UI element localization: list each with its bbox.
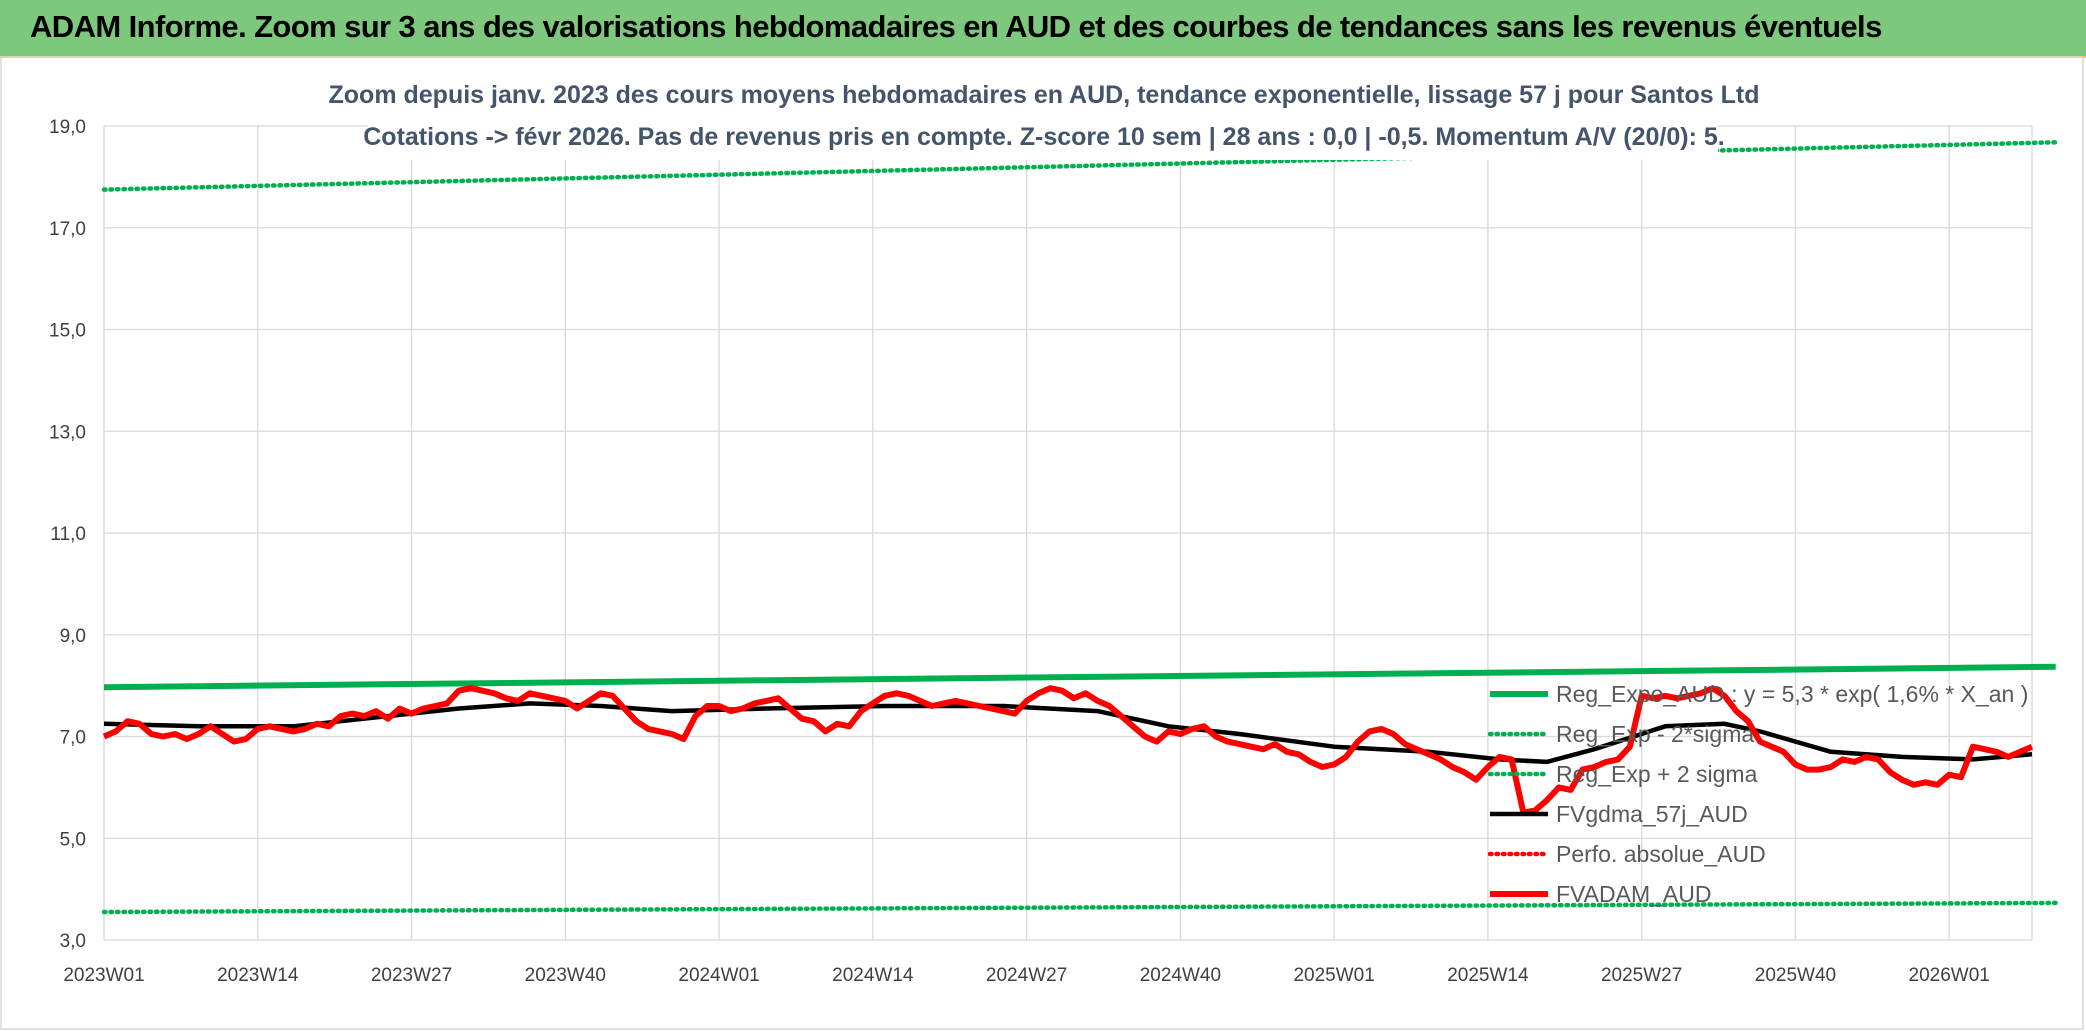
x-tick-label: 2023W27	[371, 965, 452, 986]
x-tick-label: 2026W01	[1909, 965, 1990, 986]
y-tick-label: 19,0	[49, 117, 86, 138]
chart-subtitle: Cotations -> févr 2026. Pas de revenus p…	[363, 123, 1724, 151]
gridlines	[103, 125, 2033, 941]
y-tick-label: 5,0	[60, 829, 86, 850]
x-axis-tick-labels: 2023W01 2023W14 2023W27 2023W40 2024W01 2024W…	[63, 965, 1990, 986]
x-tick-label: 2024W27	[986, 965, 1067, 986]
legend-label-4: Perfo. absolue_AUD	[1556, 841, 1766, 867]
legend-label-3: FVgdma_57j_AUD	[1556, 801, 1748, 827]
x-tick-label: 2025W14	[1447, 965, 1529, 986]
x-tick-label: 2023W14	[217, 965, 299, 986]
valuation-line-chart: 3,0 5,0 7,0 9,0 11,0 13,0 15,0 17,0 19,0 2023W01…	[0, 56, 2084, 1030]
chart-title: Zoom depuis janv. 2023 des cours moyens …	[329, 81, 1760, 109]
chart-title-block: Zoom depuis janv. 2023 des cours moyens …	[329, 70, 1760, 160]
series-line-2	[101, 140, 2058, 192]
report-title: ADAM Informe. Zoom sur 3 ans des valoris…	[30, 9, 1882, 44]
x-tick-label: 2023W40	[525, 965, 606, 986]
plot-frame	[0, 56, 2084, 1030]
series-line-1	[101, 900, 2058, 915]
chart-border	[0, 56, 2084, 1030]
legend-label-1: Reg_Exp - 2*sigma	[1556, 721, 1754, 747]
legend-label-0: Reg_Expo_AUD : y = 5,3 * exp( 1,6% * X_a…	[1556, 681, 2028, 707]
x-tick-label: 2025W27	[1601, 965, 1682, 986]
report-banner: ADAM Informe. Zoom sur 3 ans des valoris…	[0, 0, 2086, 58]
x-tick-label: 2024W40	[1140, 965, 1221, 986]
y-axis-tick-labels: 3,0 5,0 7,0 9,0 11,0 13,0 15,0 17,0 19,0	[49, 117, 86, 952]
chart-title-background	[368, 70, 1718, 160]
y-tick-label: 17,0	[49, 219, 86, 240]
x-tick-label: 2024W01	[678, 965, 759, 986]
x-tick-label: 2025W01	[1293, 965, 1374, 986]
series-line-5	[102, 685, 2034, 816]
y-tick-label: 3,0	[60, 931, 86, 952]
y-tick-label: 15,0	[49, 321, 86, 342]
chart-legend: Reg_Expo_AUD : y = 5,3 * exp( 1,6% * X_a…	[1487, 681, 2028, 907]
y-tick-label: 7,0	[60, 728, 86, 749]
legend-label-2: Reg_Exp + 2 sigma	[1556, 761, 1758, 787]
x-tick-label: 2025W40	[1755, 965, 1836, 986]
y-tick-label: 11,0	[50, 524, 86, 545]
legend-label-5: FVADAM_AUD	[1556, 881, 1712, 907]
x-tick-label: 2023W01	[63, 965, 144, 986]
series-lines	[101, 140, 2058, 915]
series-line-0	[103, 663, 2056, 691]
y-tick-label: 9,0	[60, 626, 86, 647]
x-tick-label: 2024W14	[832, 965, 914, 986]
y-tick-label: 13,0	[49, 422, 86, 443]
